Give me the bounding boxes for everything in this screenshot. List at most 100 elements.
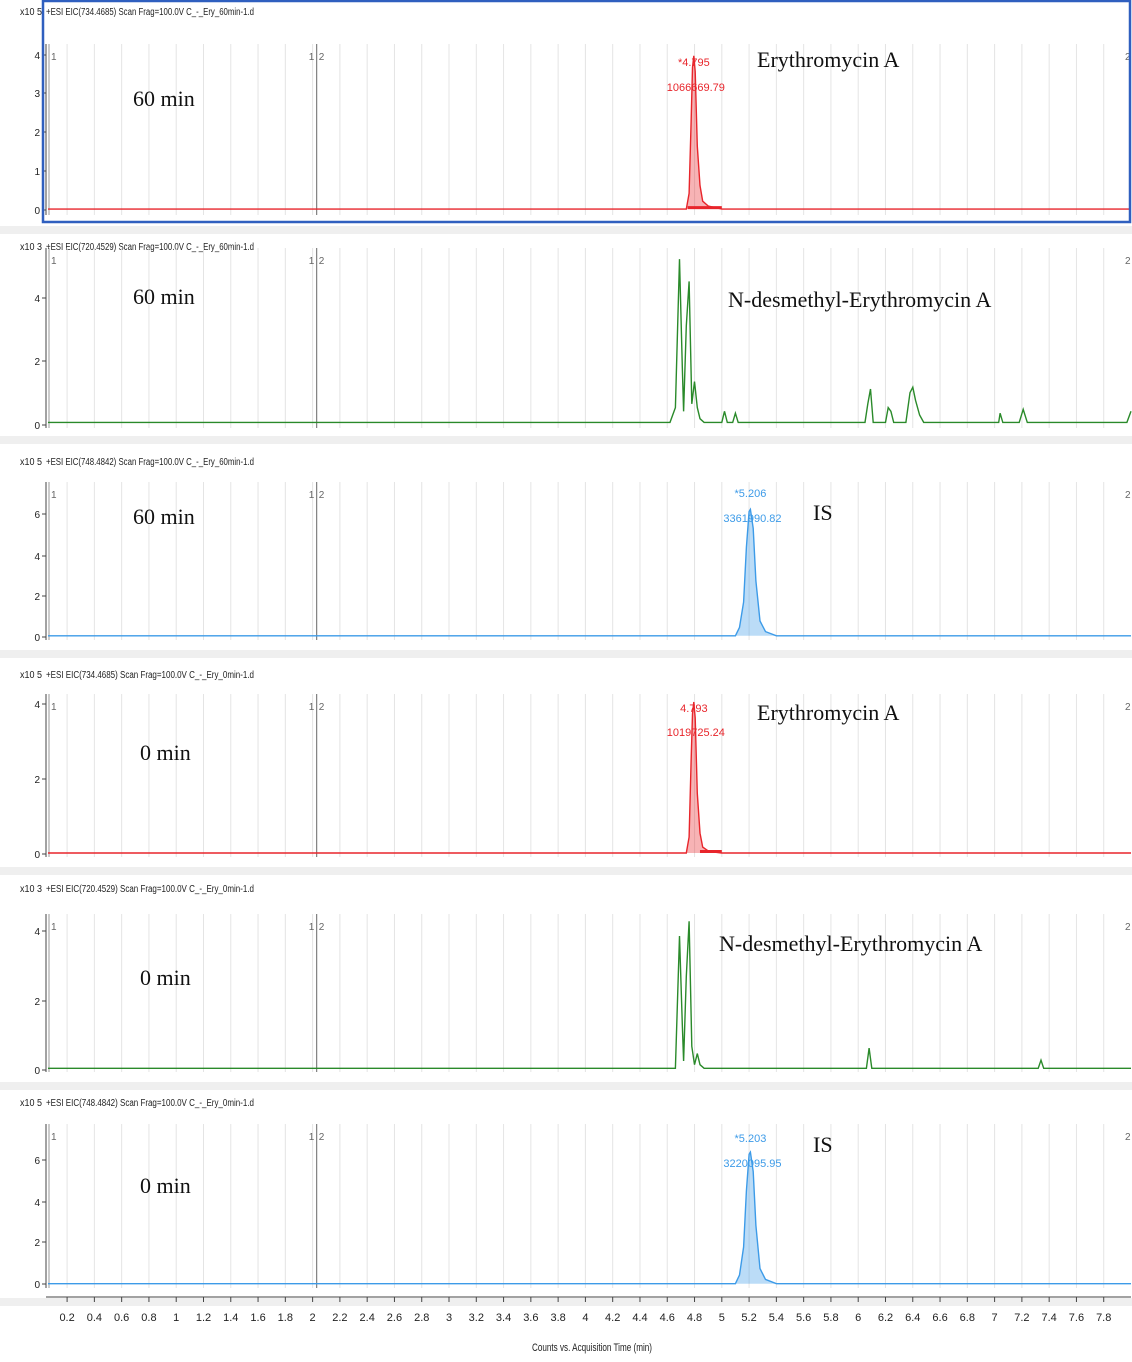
vertical-gridlines	[66, 694, 1105, 857]
marker-label: 1	[51, 256, 57, 267]
trace-header: +ESI EIC(748.4842) Scan Frag=100.0V C_-_…	[46, 457, 254, 468]
panel-background	[0, 0, 1132, 232]
vertical-gridlines	[66, 914, 1105, 1072]
marker-label: 1	[309, 1132, 315, 1143]
marker-label: 1	[309, 922, 315, 933]
chromatogram-panel-1: x10 5 +ESI EIC(734.4685) Scan Frag=100.0V…	[0, 0, 1132, 234]
y-tick-label: 1	[34, 167, 40, 178]
x-tick-label: 7	[992, 1312, 998, 1324]
peak-area-label: 1066669.79	[667, 82, 725, 94]
x-tick-label: 3.6	[523, 1312, 538, 1324]
y-exponent-label: x10 3	[20, 884, 42, 895]
y-exponent-label: x10 5	[20, 1098, 42, 1109]
panel-separator	[0, 436, 1132, 444]
marker-label: 2	[1125, 1132, 1131, 1143]
time-annotation: 0 min	[140, 740, 191, 765]
marker-label: 1	[51, 922, 57, 933]
x-tick-label: 1.8	[278, 1312, 293, 1324]
y-tick-label: 3	[34, 89, 40, 100]
marker-label: 2	[319, 922, 325, 933]
y-tick-label: 2	[34, 1238, 40, 1249]
peak-rt-label: *5.206	[735, 488, 767, 500]
vertical-gridlines	[66, 248, 1105, 428]
x-tick-label: 0.4	[87, 1312, 102, 1324]
y-tick-label: 2	[34, 997, 40, 1008]
x-tick-label: 3.4	[496, 1312, 511, 1324]
trace-header: +ESI EIC(748.4842) Scan Frag=100.0V C_-_…	[46, 1098, 254, 1109]
x-tick-label: 3.2	[469, 1312, 484, 1324]
chromatogram-panel-4: x10 5 +ESI EIC(734.4685) Scan Frag=100.0V…	[0, 663, 1132, 875]
x-tick-label: 5.8	[823, 1312, 838, 1324]
marker-label: 2	[1125, 490, 1131, 501]
trace-line	[48, 701, 1131, 854]
marker-label: 1	[309, 702, 315, 713]
time-annotation: 60 min	[133, 284, 195, 309]
x-tick-label: 1	[173, 1312, 179, 1324]
x-tick-label: 5.2	[741, 1312, 756, 1324]
time-annotation: 0 min	[140, 1173, 191, 1198]
marker-label: 2	[1125, 922, 1131, 933]
chromatogram-panel-2: x10 3 +ESI EIC(720.4529) Scan Frag=100.0V…	[0, 235, 1132, 444]
time-annotation: 60 min	[133, 504, 195, 529]
marker-label: 1	[309, 256, 315, 267]
compound-label: IS	[813, 1132, 833, 1157]
x-tick-label: 0.2	[59, 1312, 74, 1324]
panel-separator	[0, 1298, 1132, 1306]
x-tick-label: 7.6	[1069, 1312, 1084, 1324]
trace-line	[48, 507, 1131, 637]
peak-rt-label: *5.203	[735, 1133, 767, 1145]
marker-label: 1	[51, 490, 57, 501]
x-tick-label: 1.4	[223, 1312, 238, 1324]
marker-label: 1	[51, 52, 57, 63]
marker-label: 2	[319, 702, 325, 713]
vertical-gridlines	[66, 482, 1105, 640]
vertical-gridlines	[66, 44, 1105, 215]
y-tick-label: 2	[34, 128, 40, 139]
y-tick-label: 4	[34, 294, 40, 305]
marker-label: 2	[1125, 256, 1131, 267]
selected-panel-border	[41, 0, 1132, 224]
panel-separator	[0, 1082, 1132, 1090]
panel-background	[0, 1091, 1132, 1304]
y-tick-label: 2	[34, 357, 40, 368]
time-annotation: 60 min	[133, 86, 195, 111]
trace-line	[48, 55, 1131, 210]
y-exponent-label: x10 5	[20, 7, 42, 18]
marker-label: 2	[1125, 702, 1131, 713]
marker-label: 2	[319, 490, 325, 501]
y-tick-label: 0	[34, 1280, 40, 1291]
y-tick-label: 0	[34, 421, 40, 432]
y-tick-label: 6	[34, 1156, 40, 1167]
trace-header: +ESI EIC(720.4529) Scan Frag=100.0V C_-_…	[46, 242, 254, 253]
y-tick-label: 4	[34, 700, 40, 711]
panel-separator	[0, 226, 1132, 234]
x-tick-label: 6.2	[878, 1312, 893, 1324]
x-tick-label: 4.4	[632, 1312, 647, 1324]
panel-background	[0, 663, 1132, 873]
marker-label: 1	[309, 52, 315, 63]
x-tick-label: 5.4	[769, 1312, 784, 1324]
x-tick-label: 6.8	[960, 1312, 975, 1324]
y-tick-label: 6	[34, 510, 40, 521]
panel-separator	[0, 867, 1132, 875]
trace-header: +ESI EIC(734.4685) Scan Frag=100.0V C_-_…	[46, 670, 254, 681]
x-tick-label: 2.8	[414, 1312, 429, 1324]
y-exponent-label: x10 5	[20, 457, 42, 468]
y-tick-label: 0	[34, 633, 40, 644]
y-tick-label: 4	[34, 51, 40, 62]
y-exponent-label: x10 5	[20, 670, 42, 681]
x-tick-label: 5	[719, 1312, 725, 1324]
panel-background	[0, 450, 1132, 656]
trace-line	[48, 259, 1132, 424]
x-tick-label: 4.2	[605, 1312, 620, 1324]
y-tick-label: 0	[34, 850, 40, 861]
marker-label: 1	[51, 1132, 57, 1143]
peak-rt-label: 4.793	[680, 703, 708, 715]
x-tick-label: 6.6	[932, 1312, 947, 1324]
compound-label: Erythromycin A	[757, 47, 899, 72]
y-exponent-label: x10 3	[20, 242, 42, 253]
x-tick-label: 1.2	[196, 1312, 211, 1324]
time-annotation: 0 min	[140, 965, 191, 990]
y-tick-label: 4	[34, 927, 40, 938]
